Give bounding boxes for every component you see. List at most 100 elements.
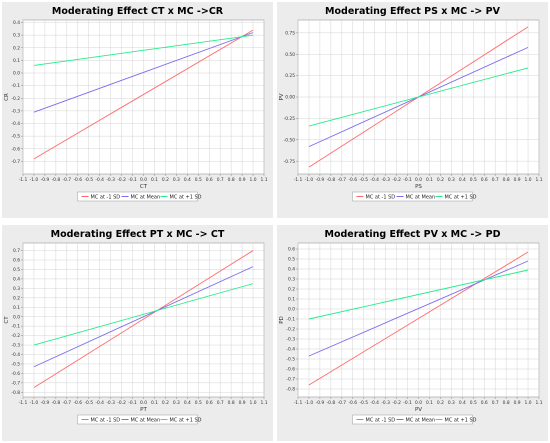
chart-pt-mc-ct: Moderating Effect PT x MC -> CT-1.1 -1.0-… — [4, 229, 268, 425]
x-tick-label: 0.4 — [459, 400, 466, 406]
y-axis-label: CR — [4, 93, 10, 101]
x-tick-label: -1.1 — [19, 177, 28, 183]
y-tick-label: -0.4 — [286, 347, 295, 353]
x-tick-label: 0.8 — [503, 177, 510, 183]
x-tick-label: 0.7 — [492, 400, 499, 406]
legend-box — [352, 414, 473, 425]
y-tick-label: -0.8 — [11, 390, 20, 396]
y-tick-label: 0.6 — [288, 247, 295, 253]
y-tick-label: 0.0 — [13, 71, 20, 77]
y-tick-label: 0.5 — [13, 267, 20, 273]
legend-label: MC at +1 SD — [445, 194, 477, 200]
y-tick-label: -0.5 — [286, 357, 295, 363]
x-tick-label: 0.8 — [228, 177, 235, 183]
x-tick-label: -0.2 — [392, 177, 401, 183]
legend-label: MC at -1 SD — [91, 194, 121, 200]
x-tick-label: -0.2 — [117, 177, 126, 183]
y-axis-label: CT — [4, 316, 10, 324]
x-tick-label: 0.9 — [239, 177, 246, 183]
x-tick-label: 1.1 — [261, 400, 268, 406]
series-line-mean — [33, 32, 254, 113]
y-tick-label: -0.50 — [284, 137, 296, 143]
chart-ct-mc-cr: Moderating Effect CT x MC ->CR-1.1 -1.0 -0… — [4, 6, 268, 202]
x-tick-label: 0.5 — [195, 400, 202, 406]
x-tick-label: -0.3 — [381, 400, 390, 406]
x-tick-label: -0.7 — [63, 177, 72, 183]
x-tick-label: -0.6 — [73, 400, 82, 406]
y-tick-label: 0.3 — [13, 286, 20, 292]
legend: MC at -1 SD MC at Mean MC at +1 SD — [352, 414, 477, 425]
x-axis-label: PT — [140, 407, 147, 413]
x-tick-label: 0.6 — [481, 177, 488, 183]
x-tick-label: -0.4 — [370, 400, 379, 406]
legend-label: MC at +1 SD — [445, 417, 477, 423]
chart-title: Moderating Effect CT x MC ->CR — [52, 6, 224, 17]
x-tick-label: 1.0 — [525, 177, 532, 183]
series-line-high — [308, 269, 529, 320]
y-tick-label: -0.1 — [11, 324, 20, 330]
y-tick-label: 0.1 — [288, 297, 295, 303]
series-line-high — [308, 67, 529, 127]
x-tick-label: -1.1 — [294, 400, 303, 406]
legend: MC at -1 SD MC at Mean MC at +1 SD — [352, 191, 477, 202]
legend-label: MC at Mean — [406, 417, 436, 423]
series-line-mean — [308, 260, 529, 357]
y-tick-label: -0.7 — [286, 377, 295, 383]
x-tick-label: 0.1 — [426, 400, 433, 406]
chart-panel-pv-mc-pd: Moderating Effect PV x MC -> PD -1.1 -1.0-… — [277, 225, 548, 441]
y-tick-label: 0.4 — [13, 277, 20, 283]
x-tick-label: 0.4 — [184, 177, 191, 183]
x-tick-label: 1.1 — [261, 177, 268, 183]
y-tick-label: -0.25 — [284, 116, 296, 122]
x-tick-label: -0.7 — [338, 400, 347, 406]
legend-label: MC at -1 SD — [366, 417, 396, 423]
x-tick-label: -0.8 — [327, 177, 336, 183]
x-tick-label: 0.1 — [151, 177, 158, 183]
y-tick-label: -0.5 — [11, 134, 20, 140]
y-tick-label: 0.00 — [285, 95, 295, 101]
y-tick-label: -0.3 — [11, 108, 20, 114]
y-tick-label: 0.4 — [13, 20, 20, 26]
y-tick-label: -0.4 — [11, 121, 20, 127]
y-tick-label: -0.7 — [11, 159, 20, 165]
chart-panel-ps-mc-pv: Moderating Effect PS x MC -> PV -1.1 -1.0-… — [277, 2, 548, 218]
series-line-low — [308, 251, 529, 386]
y-tick-label: 0.2 — [13, 45, 20, 51]
x-tick-label: 0.5 — [195, 177, 202, 183]
y-axis-label: PV — [279, 93, 285, 100]
x-tick-label: -1.0 — [30, 400, 39, 406]
legend-box — [77, 414, 198, 425]
x-tick-label: -0.3 — [106, 400, 115, 406]
y-tick-label: -0.7 — [11, 380, 20, 386]
x-tick-label: 0.6 — [481, 400, 488, 406]
x-tick-label: -0.6 — [73, 177, 82, 183]
chart-panel-ct-mc-cr: Moderating Effect CT x MC ->CR -1.1 -1.0 -0… — [2, 2, 273, 218]
x-tick-label: -0.4 — [95, 400, 104, 406]
y-tick-label: 0.2 — [288, 287, 295, 293]
x-axis-label: PV — [415, 407, 422, 413]
x-tick-label: -0.5 — [359, 400, 368, 406]
x-tick-label: 1.1 — [536, 177, 543, 183]
x-tick-label: -0.4 — [370, 177, 379, 183]
x-tick-label: 1.0 — [250, 400, 257, 406]
x-tick-label: -0.9 — [41, 177, 50, 183]
x-tick-label: -0.8 — [327, 400, 336, 406]
y-tick-label: 0.2 — [13, 295, 20, 301]
y-tick-label: -0.3 — [11, 343, 20, 349]
x-tick-label: -0.9 — [41, 400, 50, 406]
x-tick-label: -1.1 — [294, 177, 303, 183]
y-tick-label: 0.7 — [13, 248, 20, 254]
chart-ps-mc-pv: Moderating Effect PS x MC -> PV-1.1 -1.0-… — [279, 6, 543, 202]
x-tick-label: -0.5 — [84, 177, 93, 183]
legend-label: MC at +1 SD — [170, 194, 202, 200]
x-axis-label: PS — [415, 184, 422, 190]
y-tick-label: -0.4 — [11, 352, 20, 358]
legend: MC at -1 SD MC at Mean MC at +1 SD — [77, 191, 202, 202]
x-tick-label: -1.1 — [19, 400, 28, 406]
y-tick-label: 0.75 — [285, 30, 295, 36]
y-tick-label: 0.1 — [13, 305, 20, 311]
legend-label: MC at +1 SD — [170, 417, 202, 423]
x-tick-label: 0.2 — [437, 400, 444, 406]
x-tick-label: 0.9 — [514, 400, 521, 406]
y-tick-label: 0.50 — [285, 52, 295, 58]
